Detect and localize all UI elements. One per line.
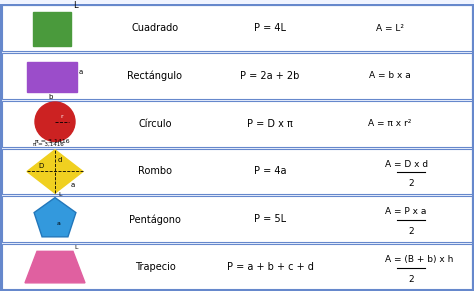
Text: r: r — [61, 114, 64, 119]
Text: b: b — [49, 94, 53, 100]
Text: 2: 2 — [408, 179, 414, 188]
Text: P = 4L: P = 4L — [254, 23, 286, 33]
Polygon shape — [27, 150, 83, 193]
Text: L: L — [73, 1, 78, 10]
Text: P = a + b + c + d: P = a + b + c + d — [227, 262, 313, 272]
Text: Rombo: Rombo — [138, 166, 172, 177]
Text: A = b x a: A = b x a — [369, 71, 411, 80]
FancyBboxPatch shape — [2, 101, 472, 147]
Text: A = D x d: A = D x d — [385, 159, 428, 168]
Text: A = (B + b) x h: A = (B + b) x h — [385, 255, 453, 264]
Text: A = P x a: A = P x a — [385, 207, 427, 216]
FancyBboxPatch shape — [2, 149, 472, 194]
Polygon shape — [34, 198, 76, 237]
FancyBboxPatch shape — [2, 5, 472, 51]
FancyBboxPatch shape — [2, 53, 472, 99]
Text: D: D — [38, 163, 44, 168]
Text: Círculo: Círculo — [138, 119, 172, 129]
Text: A = π x r²: A = π x r² — [368, 119, 412, 128]
Circle shape — [35, 102, 75, 141]
Text: 2: 2 — [408, 275, 414, 284]
Text: a: a — [57, 221, 61, 226]
Text: P = 2a + 2b: P = 2a + 2b — [240, 71, 300, 81]
Text: Rectángulo: Rectángulo — [128, 71, 182, 81]
FancyBboxPatch shape — [27, 62, 77, 92]
FancyBboxPatch shape — [2, 244, 472, 290]
Polygon shape — [25, 251, 85, 283]
Text: P = D x π: P = D x π — [247, 119, 293, 129]
Text: P = 5L: P = 5L — [254, 214, 286, 224]
Text: 2: 2 — [408, 227, 414, 236]
Text: π = 3,1416: π = 3,1416 — [35, 139, 70, 144]
Text: Pentágono: Pentágono — [129, 214, 181, 225]
Text: a: a — [79, 69, 83, 75]
Text: P = 4a: P = 4a — [254, 166, 286, 177]
FancyBboxPatch shape — [2, 196, 472, 242]
Text: L: L — [74, 245, 78, 250]
Text: Trapecio: Trapecio — [135, 262, 175, 272]
FancyBboxPatch shape — [33, 12, 71, 46]
Text: A = L²: A = L² — [376, 24, 404, 33]
Text: Cuadrado: Cuadrado — [131, 23, 179, 33]
Text: π = 3,1416: π = 3,1416 — [33, 141, 64, 146]
Text: L: L — [58, 192, 62, 197]
Text: d: d — [58, 157, 63, 163]
Text: a: a — [71, 182, 75, 188]
